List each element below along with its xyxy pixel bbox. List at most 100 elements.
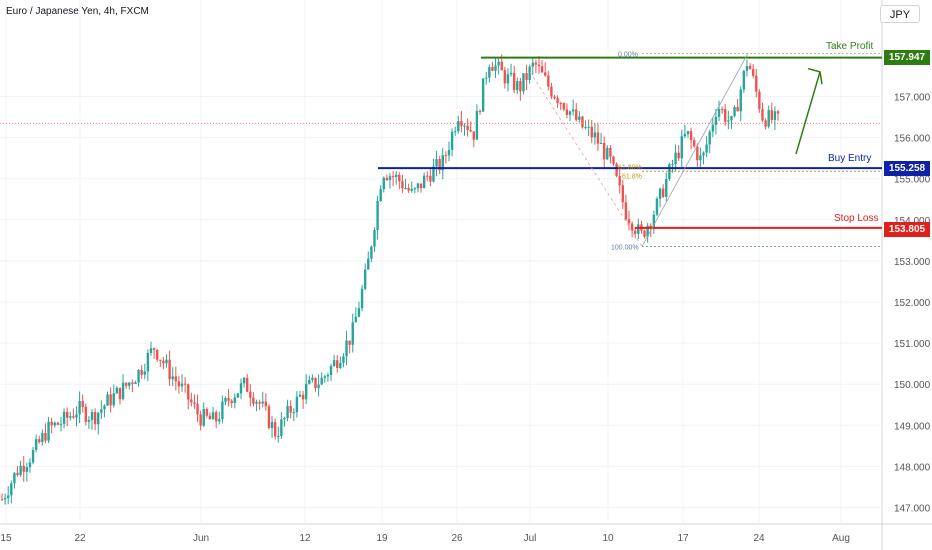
candle-body bbox=[360, 288, 364, 309]
candle-body bbox=[214, 412, 218, 422]
candle-body bbox=[512, 72, 516, 91]
candle-body bbox=[373, 229, 376, 247]
candle-body bbox=[311, 377, 314, 380]
candle-body bbox=[193, 402, 196, 404]
candle-body bbox=[81, 401, 84, 407]
candle-body bbox=[202, 409, 205, 426]
candle-body bbox=[0, 499, 4, 501]
candle-body bbox=[736, 107, 739, 112]
candle-body bbox=[714, 116, 718, 125]
x-tick-label: 12 bbox=[299, 533, 311, 544]
candle-body bbox=[618, 176, 621, 186]
candle-body bbox=[143, 371, 146, 375]
candle-body bbox=[53, 422, 56, 426]
candle-body bbox=[578, 116, 581, 120]
candle-body bbox=[652, 214, 656, 228]
candle-body bbox=[643, 230, 646, 237]
candle-body bbox=[528, 66, 531, 80]
candle-body bbox=[280, 419, 283, 436]
x-tick-label: Jul bbox=[524, 533, 537, 544]
candle-body bbox=[761, 109, 764, 121]
x-tick-label: Aug bbox=[832, 533, 850, 544]
candle-body bbox=[575, 109, 578, 120]
candle-body bbox=[596, 132, 600, 144]
currency-button[interactable]: JPY bbox=[880, 5, 920, 23]
candle-body bbox=[19, 465, 22, 476]
candle-body bbox=[441, 155, 444, 171]
y-tick-label: 157.000 bbox=[894, 93, 931, 104]
candle-body bbox=[10, 483, 13, 496]
candle-body bbox=[283, 418, 286, 420]
candle-body bbox=[65, 411, 69, 418]
candle-body bbox=[84, 406, 88, 422]
candle-body bbox=[236, 393, 240, 398]
candle-body bbox=[727, 120, 730, 122]
candle-body bbox=[758, 91, 761, 110]
candle-body bbox=[692, 140, 696, 147]
candle-body bbox=[615, 163, 618, 177]
candle-body bbox=[3, 498, 7, 500]
candle-body bbox=[100, 409, 103, 413]
candle-body bbox=[556, 98, 559, 103]
candle-body bbox=[506, 74, 510, 84]
candle-body bbox=[261, 401, 264, 404]
candle-body bbox=[472, 131, 476, 140]
candle-body bbox=[367, 258, 370, 270]
candle-body bbox=[671, 164, 674, 166]
x-tick-label: 15 bbox=[0, 533, 12, 544]
candle-body bbox=[398, 174, 401, 182]
candle-body bbox=[332, 360, 336, 366]
candle-body bbox=[183, 383, 187, 385]
y-tick-label: 149.000 bbox=[894, 421, 931, 432]
candle-body bbox=[627, 219, 631, 224]
fib-618-label: 61.80% bbox=[618, 164, 642, 171]
candle-body bbox=[112, 393, 115, 406]
fib-diagonal-up bbox=[641, 53, 749, 247]
candle-body bbox=[242, 377, 246, 384]
candle-body bbox=[478, 110, 482, 112]
candle-body bbox=[264, 401, 268, 407]
candle-body bbox=[304, 383, 308, 400]
y-tick-label: 148.000 bbox=[894, 462, 931, 473]
candle-body bbox=[118, 387, 122, 400]
candle-body bbox=[25, 467, 29, 472]
candle-body bbox=[705, 144, 708, 153]
candle-body bbox=[624, 202, 628, 220]
candle-body bbox=[72, 416, 75, 418]
y-tick-label: 150.000 bbox=[894, 380, 931, 391]
candle-body bbox=[140, 369, 143, 375]
candle-body bbox=[525, 73, 528, 80]
candle-body bbox=[336, 360, 339, 368]
candle-body bbox=[211, 412, 215, 420]
candle-body bbox=[469, 130, 472, 132]
candle-body bbox=[426, 175, 429, 177]
candle-body bbox=[590, 126, 593, 138]
candle-body bbox=[674, 152, 677, 165]
candle-body bbox=[221, 401, 224, 420]
candle-body bbox=[379, 189, 382, 202]
candle-body bbox=[62, 411, 66, 424]
candle-body bbox=[50, 421, 53, 426]
candle-body bbox=[481, 78, 485, 112]
candle-body bbox=[419, 183, 423, 189]
candle-body bbox=[97, 412, 100, 425]
candle-body bbox=[298, 394, 302, 397]
y-tick-label: 155.000 bbox=[894, 175, 931, 186]
candle-body bbox=[31, 449, 35, 463]
candle-body bbox=[584, 127, 587, 129]
candle-body bbox=[522, 73, 525, 92]
candle-body bbox=[649, 225, 652, 228]
candle-body bbox=[124, 382, 128, 386]
candle-body bbox=[7, 495, 10, 499]
fib-618-label-2: 61.8% bbox=[622, 173, 642, 180]
candle-body bbox=[16, 472, 19, 476]
candle-body bbox=[621, 185, 624, 203]
candle-body bbox=[230, 400, 233, 404]
candle-body bbox=[180, 383, 184, 387]
candle-body bbox=[696, 146, 699, 161]
candle-body bbox=[488, 67, 491, 78]
candle-body bbox=[751, 69, 755, 76]
candle-body bbox=[391, 176, 395, 178]
candle-body bbox=[646, 225, 649, 237]
